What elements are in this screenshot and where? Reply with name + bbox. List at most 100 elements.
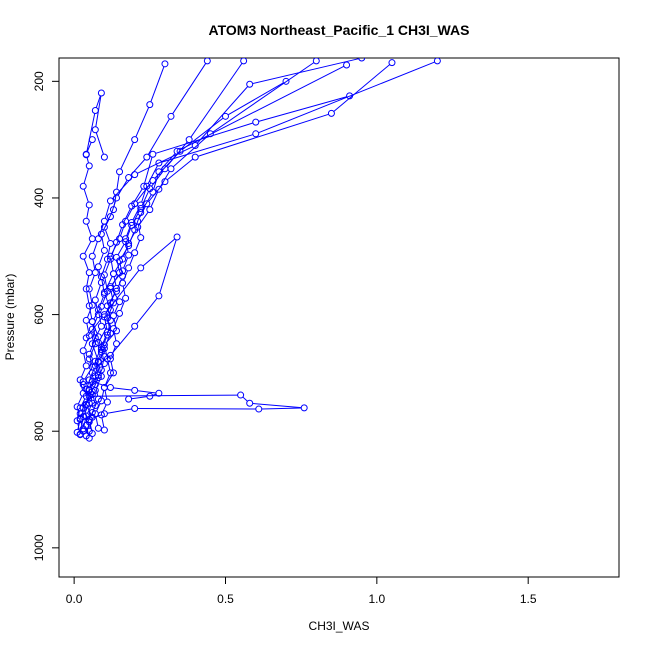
data-point	[131, 404, 139, 412]
data-point	[91, 269, 99, 277]
series-line-segment	[119, 263, 123, 274]
series-line-segment	[101, 236, 105, 248]
data-point	[85, 201, 93, 209]
data-point	[106, 213, 114, 221]
series-line-segment	[95, 416, 99, 426]
series-line-segment	[98, 223, 104, 237]
series-line-segment	[92, 331, 96, 341]
series-line-segment	[95, 387, 99, 397]
series-line-segment	[159, 171, 170, 187]
series-line-segment	[120, 223, 126, 237]
series-line-segment	[132, 210, 140, 223]
data-point	[128, 202, 136, 210]
series-line-segment	[138, 211, 149, 225]
series-line-segment	[110, 361, 114, 371]
series-line-segment	[116, 174, 120, 190]
data-point	[161, 60, 169, 68]
data-point	[237, 391, 245, 399]
data-point	[91, 386, 99, 394]
data-point	[388, 59, 396, 67]
series-line-segment	[132, 188, 143, 204]
series-line-segment	[91, 414, 102, 419]
series-line-segment	[212, 62, 315, 133]
data-point	[79, 381, 87, 389]
data-point	[240, 58, 248, 65]
data-point	[106, 239, 114, 247]
data-point	[106, 255, 114, 263]
data-point	[137, 209, 145, 217]
data-point	[88, 235, 96, 243]
data-point	[106, 197, 114, 205]
data-point	[125, 264, 133, 272]
series-line-segment	[152, 393, 157, 396]
series-line-segment	[83, 410, 89, 420]
data-point	[100, 271, 108, 279]
series-line-segment	[123, 208, 131, 223]
data-point	[85, 355, 93, 363]
data-point	[76, 410, 84, 418]
data-point	[161, 165, 169, 173]
series-line-segment	[333, 64, 390, 112]
series-line-segment	[81, 398, 86, 406]
y-tick-label: 600	[32, 304, 46, 324]
series-11	[82, 58, 248, 435]
series-9	[85, 61, 351, 438]
series-line-segment	[122, 285, 126, 296]
data-point	[327, 109, 335, 117]
series-line-segment	[95, 364, 99, 373]
data-point	[134, 223, 142, 231]
data-point	[82, 151, 90, 159]
data-point	[85, 162, 93, 170]
series-line-segment	[89, 361, 93, 371]
data-point	[131, 249, 139, 257]
series-line-segment	[172, 135, 209, 168]
series-line-segment	[95, 302, 99, 312]
series-line-segment	[141, 188, 147, 203]
data-point	[282, 77, 290, 85]
series-line-segment	[137, 146, 193, 174]
data-point	[97, 322, 105, 330]
x-tick-label: 0.5	[217, 592, 234, 606]
data-point	[137, 234, 145, 242]
data-point	[167, 165, 175, 173]
series-line-segment	[111, 328, 134, 354]
series-line-segment	[150, 191, 159, 208]
series-line-segment	[117, 227, 123, 240]
y-axis: 200 400 600 800 1000	[32, 71, 59, 561]
series-line-segment	[98, 312, 102, 324]
data-point	[149, 150, 157, 158]
series-line-segment	[123, 257, 129, 269]
series-line-segment	[126, 206, 134, 219]
series-line-segment	[138, 206, 146, 219]
series-line-segment	[101, 390, 105, 399]
data-point	[73, 403, 81, 411]
series-line-segment	[105, 261, 110, 273]
data-point	[82, 217, 90, 225]
series-line-segment	[98, 269, 102, 280]
series-line-segment	[92, 241, 98, 254]
series-line-segment	[111, 274, 119, 286]
series-line-segment	[89, 357, 93, 365]
data-point	[73, 428, 81, 436]
x-axis-label: CH3I_WAS	[309, 619, 370, 633]
series-line-segment	[77, 409, 80, 417]
series-line-segment	[135, 107, 150, 138]
series-line-segment	[242, 396, 248, 402]
series-line-segment	[141, 191, 150, 206]
data-point	[94, 371, 102, 379]
data-point	[106, 369, 114, 377]
series-line-segment	[179, 65, 345, 151]
data-point	[113, 287, 121, 295]
data-point	[122, 294, 130, 302]
data-point	[131, 136, 139, 144]
data-point	[155, 168, 163, 176]
data-point	[88, 409, 96, 417]
data-point	[97, 346, 105, 354]
series-line-segment	[123, 246, 129, 257]
data-point	[128, 221, 136, 229]
data-point	[246, 399, 254, 407]
series-line-segment	[110, 244, 116, 257]
data-point	[100, 426, 108, 434]
series-15	[82, 89, 108, 161]
series-line-segment	[99, 350, 104, 360]
